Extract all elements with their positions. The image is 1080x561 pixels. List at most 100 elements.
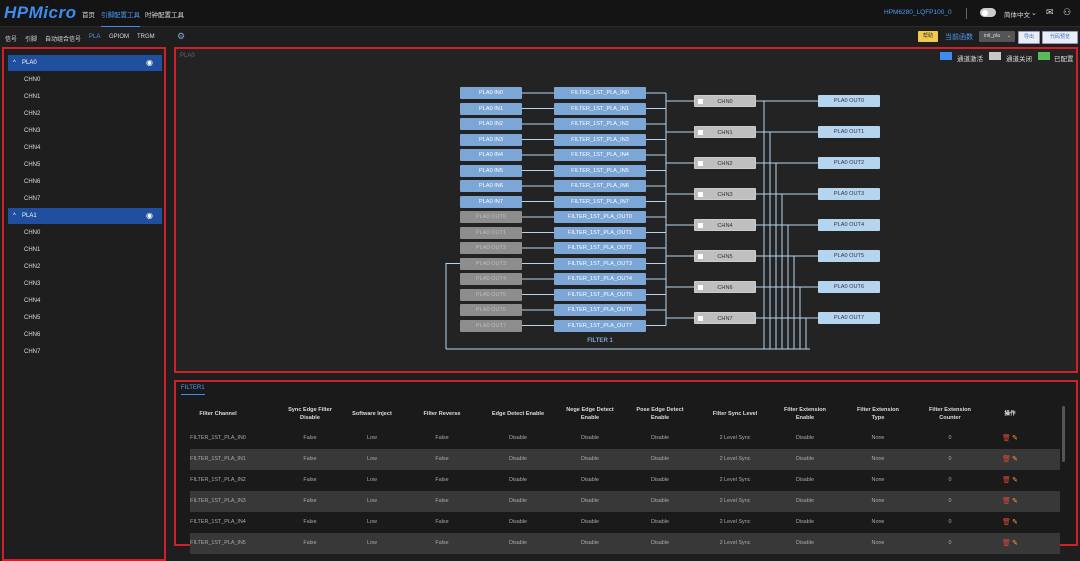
function-select[interactable]: init_pla ⌄ — [979, 31, 1015, 42]
tree-item[interactable]: CHN2 — [8, 106, 162, 122]
tab-auto-combo-signal[interactable]: 自动组合信号 — [45, 37, 82, 43]
chevron-up-icon[interactable]: ^ — [13, 60, 16, 66]
tree-item[interactable]: CHN3 — [8, 276, 162, 292]
tree-item[interactable]: CHN5 — [8, 310, 162, 326]
channel-box[interactable]: CHN7 — [694, 312, 756, 324]
channel-box[interactable]: CHN4 — [694, 219, 756, 231]
channel-checkbox[interactable] — [698, 130, 703, 135]
table-row[interactable]: FILTER_1ST_PLA_IN1 False Low False Disable Di… — [190, 449, 1060, 470]
tree-item[interactable]: CHN7 — [8, 344, 162, 360]
edit-icon[interactable]: ✎ — [1012, 519, 1018, 526]
code-preview-button[interactable]: 代码预览 — [1042, 31, 1078, 44]
pla-input-box[interactable]: PLA0 IN7 — [460, 195, 522, 208]
filter-box[interactable]: FILTER_1ST_PLA_IN2 — [554, 118, 646, 130]
tree-item[interactable]: CHN5 — [8, 157, 162, 173]
pla-output-box[interactable]: PLA0 OUT7 — [818, 312, 880, 324]
pla-input-box[interactable]: PLA0 OUT0 — [460, 211, 522, 223]
user-icon[interactable]: ⚇ — [1063, 7, 1072, 17]
pla-output-box[interactable]: PLA0 OUT2 — [818, 157, 880, 169]
tree-item[interactable]: CHN0 — [8, 225, 162, 241]
pla-output-box[interactable]: PLA0 OUT6 — [818, 281, 880, 293]
filter-box[interactable]: FILTER_1ST_PLA_IN5 — [554, 164, 646, 177]
channel-checkbox[interactable] — [698, 285, 703, 290]
tree-item[interactable]: CHN3 — [8, 123, 162, 139]
filter-box[interactable]: FILTER_1ST_PLA_IN0 — [554, 87, 646, 99]
channel-box[interactable]: CHN3 — [694, 188, 756, 200]
pla-output-box[interactable]: PLA0 OUT4 — [818, 219, 880, 231]
language-select[interactable]: 简体中文 — [1004, 12, 1030, 19]
filter-box[interactable]: FILTER_1ST_PLA_OUT1 — [554, 226, 646, 239]
tab-trgm[interactable]: TRGM — [137, 34, 155, 40]
tree-group-pla1[interactable]: ^ PLA1 ◉ — [8, 208, 162, 224]
channel-checkbox[interactable] — [698, 254, 703, 259]
channel-box[interactable]: CHN1 — [694, 126, 756, 138]
tab-pin[interactable]: 引脚 — [25, 37, 38, 43]
tab-pla[interactable]: PLA — [89, 34, 101, 40]
delete-icon[interactable]: 🗑 — [1002, 498, 1011, 505]
pla-input-box[interactable]: PLA0 OUT7 — [460, 319, 522, 332]
tree-item[interactable]: CHN1 — [8, 89, 162, 105]
pla-input-box[interactable]: PLA0 IN1 — [460, 102, 522, 115]
tree-item[interactable]: CHN6 — [8, 174, 162, 190]
tree-item[interactable]: CHN4 — [8, 293, 162, 309]
pla-output-box[interactable]: PLA0 OUT0 — [818, 95, 880, 107]
tab-gpiom[interactable]: GPIOM — [109, 34, 130, 40]
edit-icon[interactable]: ✎ — [1012, 456, 1018, 463]
nav-pin-config-tool[interactable]: 引脚配置工具 — [101, 9, 140, 28]
filter-box[interactable]: FILTER_1ST_PLA_OUT2 — [554, 242, 646, 254]
pla-input-box[interactable]: PLA0 OUT5 — [460, 288, 522, 301]
pla-input-box[interactable]: PLA0 IN6 — [460, 180, 522, 192]
settings-icon[interactable]: ⚙ — [177, 31, 186, 41]
pla-input-box[interactable]: PLA0 IN0 — [460, 87, 522, 99]
pla-output-box[interactable]: PLA0 OUT1 — [818, 126, 880, 138]
tab-signal[interactable]: 信号 — [5, 37, 18, 43]
channel-box[interactable]: CHN5 — [694, 250, 756, 262]
mail-icon[interactable]: ✉ — [1046, 7, 1054, 17]
filter-box[interactable]: FILTER_1ST_PLA_OUT4 — [554, 273, 646, 285]
table-row[interactable]: FILTER_1ST_PLA_IN4 False Low False Disable Di… — [190, 512, 1060, 533]
filter-box[interactable]: FILTER_1ST_PLA_OUT7 — [554, 319, 646, 332]
tree-group-pla0[interactable]: ^ PLA0 ◉ — [8, 55, 162, 71]
filter-box[interactable]: FILTER_1ST_PLA_OUT0 — [554, 211, 646, 223]
tree-item[interactable]: CHN0 — [8, 72, 162, 88]
filter-box[interactable]: FILTER_1ST_PLA_IN3 — [554, 133, 646, 146]
nav-clock-config-tool[interactable]: 时钟配置工具 — [145, 12, 184, 19]
pla-input-box[interactable]: PLA0 OUT4 — [460, 273, 522, 285]
eye-icon[interactable]: ◉ — [146, 58, 153, 67]
pla-input-box[interactable]: PLA0 OUT6 — [460, 304, 522, 316]
tree-item[interactable]: CHN4 — [8, 140, 162, 156]
tab-filter1[interactable]: FILTER1 — [181, 385, 205, 395]
pla-output-box[interactable]: PLA0 OUT5 — [818, 250, 880, 262]
pla-input-box[interactable]: PLA0 IN3 — [460, 133, 522, 146]
pla-input-box[interactable]: PLA0 IN2 — [460, 118, 522, 130]
channel-checkbox[interactable] — [698, 223, 703, 228]
filter-box[interactable]: FILTER_1ST_PLA_IN1 — [554, 102, 646, 115]
delete-icon[interactable]: 🗑 — [1002, 519, 1011, 526]
tree-item[interactable]: CHN7 — [8, 191, 162, 207]
edit-icon[interactable]: ✎ — [1012, 435, 1018, 442]
pla-input-box[interactable]: PLA0 OUT2 — [460, 242, 522, 254]
delete-icon[interactable]: 🗑 — [1002, 540, 1011, 547]
delete-icon[interactable]: 🗑 — [1002, 456, 1011, 463]
channel-checkbox[interactable] — [698, 316, 703, 321]
table-row[interactable]: FILTER_1ST_PLA_IN3 False Low False Disable Di… — [190, 491, 1060, 512]
filter-box[interactable]: FILTER_1ST_PLA_OUT6 — [554, 304, 646, 316]
channel-checkbox[interactable] — [698, 161, 703, 166]
table-row[interactable]: FILTER_1ST_PLA_IN2 False Low False Disable Di… — [190, 470, 1060, 491]
pla-input-box[interactable]: PLA0 OUT3 — [460, 257, 522, 270]
table-row[interactable]: FILTER_1ST_PLA_IN0 False Low False Disable Di… — [190, 428, 1060, 449]
nav-home[interactable]: 首页 — [82, 12, 95, 19]
channel-box[interactable]: CHN2 — [694, 157, 756, 169]
channel-box[interactable]: CHN0 — [694, 95, 756, 107]
tree-item[interactable]: CHN6 — [8, 327, 162, 343]
channel-checkbox[interactable] — [698, 192, 703, 197]
filter-box[interactable]: FILTER_1ST_PLA_IN7 — [554, 195, 646, 208]
pla-input-box[interactable]: PLA0 IN5 — [460, 164, 522, 177]
chevron-up-icon[interactable]: ^ — [13, 213, 16, 219]
pla-input-box[interactable]: PLA0 OUT1 — [460, 226, 522, 239]
table-scrollbar[interactable] — [1062, 406, 1065, 462]
tree-item[interactable]: CHN1 — [8, 242, 162, 258]
chip-name[interactable]: HPM6280_LQFP100_0 — [884, 9, 952, 16]
table-row[interactable]: FILTER_1ST_PLA_IN5 False Low False Disable Di… — [190, 533, 1060, 554]
help-button[interactable]: 帮助 — [918, 31, 938, 42]
